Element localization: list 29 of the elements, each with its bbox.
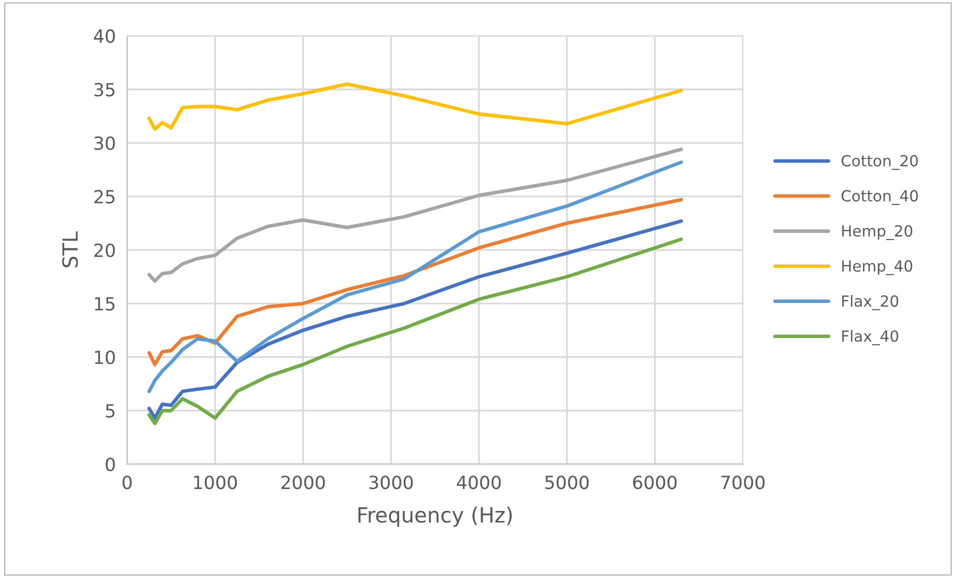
y-axis-title: STL	[62, 231, 78, 268]
x-tick-label: 2000	[281, 476, 325, 490]
y-tick-label: 5	[106, 404, 114, 418]
y-tick-label: 35	[94, 82, 114, 96]
line-series	[147, 82, 683, 131]
x-tick-label: 1000	[194, 476, 237, 490]
legend-label: Cotton_40	[842, 190, 918, 205]
line-series	[147, 148, 683, 283]
x-tick-label: 5000	[545, 476, 589, 490]
x-tick-label: 7000	[721, 476, 765, 490]
x-tick-label: 0	[122, 476, 132, 490]
legend-label: Flax_20	[842, 294, 898, 310]
x-axis-title: Frequency (Hz)	[358, 506, 512, 527]
y-tick-label: 25	[94, 190, 114, 204]
y-tick-label: 0	[106, 458, 115, 472]
legend-label: Hemp_20	[842, 225, 912, 240]
y-tick-label: 30	[94, 136, 115, 150]
legend-label: Hemp_40	[842, 260, 912, 276]
y-tick-label: 15	[95, 297, 114, 311]
y-tick-label: 40	[94, 29, 115, 43]
x-tick-label: 3000	[369, 476, 413, 490]
line-series	[147, 198, 683, 366]
legend-label: Cotton_20	[842, 154, 918, 170]
line-series	[147, 160, 683, 394]
y-tick-label: 10	[95, 350, 115, 364]
x-tick-label: 4000	[456, 476, 501, 490]
legend-label: Flax_40	[842, 330, 898, 346]
x-tick-label: 6000	[633, 476, 677, 490]
y-tick-label: 20	[94, 243, 115, 258]
